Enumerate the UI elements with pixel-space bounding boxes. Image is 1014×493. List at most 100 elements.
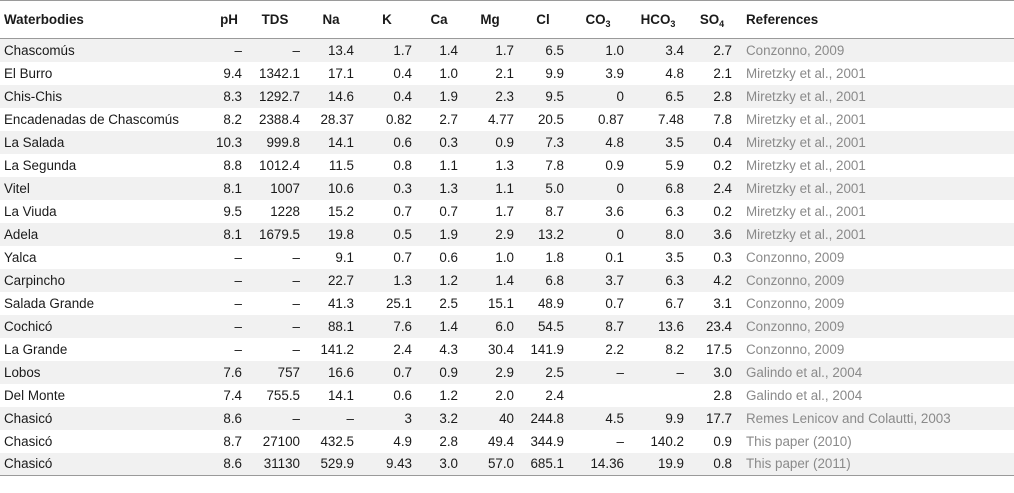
ca-cell: 2.8 xyxy=(439,433,458,449)
reference-cell: Conzonno, 2009 xyxy=(746,295,845,311)
k-cell: 9.43 xyxy=(358,452,416,476)
so4-cell: 7.8 xyxy=(713,111,732,127)
na-cell: 141.2 xyxy=(320,341,354,357)
ph-cell: 8.8 xyxy=(223,157,242,173)
ca-cell: 1.9 xyxy=(416,222,462,246)
na-cell: 88.1 xyxy=(304,314,358,338)
reference-cell: Miretzky et al., 2001 xyxy=(746,157,866,173)
reference-cell: This paper (2010) xyxy=(746,433,852,449)
tds-cell: 1292.7 xyxy=(246,84,304,108)
reference-cell: Conzonno, 2009 xyxy=(736,314,1014,338)
na-cell: 19.8 xyxy=(304,222,358,246)
hco3-cell: 7.48 xyxy=(657,111,684,127)
co3-cell: 3.7 xyxy=(568,268,628,292)
co3-cell: 8.7 xyxy=(568,314,628,338)
co3-cell: 0.87 xyxy=(597,111,624,127)
cl-cell: 8.7 xyxy=(545,203,564,219)
so4-cell: 23.4 xyxy=(688,314,736,338)
ca-cell: 2.7 xyxy=(439,111,458,127)
header-so4-sub: 4 xyxy=(719,19,725,29)
cl-cell: 6.5 xyxy=(518,38,568,62)
reference-cell: Miretzky et al., 2001 xyxy=(736,130,1014,154)
k-cell: 0.8 xyxy=(393,157,412,173)
waterbody-cell: Lobos xyxy=(0,360,212,384)
k-cell: 0.7 xyxy=(393,203,412,219)
hco3-cell: 3.4 xyxy=(628,38,688,62)
so4-cell: 2.1 xyxy=(713,65,732,81)
ph-cell: 9.5 xyxy=(223,203,242,219)
co3-cell: 0.1 xyxy=(605,249,624,265)
waterbody-cell: Chis-Chis xyxy=(0,84,212,108)
mg-cell: 49.4 xyxy=(487,433,514,449)
so4-cell: 0.8 xyxy=(688,452,736,476)
cl-cell: 344.9 xyxy=(530,433,564,449)
table-row: Del Monte 7.4 755.5 14.1 0.6 1.2 2.0 2.4 2.8 Gali… xyxy=(0,384,1014,407)
table-row: Vitel 8.1 1007 10.6 0.3 1.3 1.1 5.0 0 6.8 2.4 Miret… xyxy=(0,176,1014,200)
ph-cell: 8.6 xyxy=(212,406,246,430)
na-cell: 15.2 xyxy=(327,203,354,219)
ca-cell: 2.5 xyxy=(439,295,458,311)
co3-cell: 4.5 xyxy=(568,406,628,430)
waterbody-cell: Adela xyxy=(0,222,212,246)
waterbody-cell: Yalca xyxy=(4,249,37,265)
ph-cell: 8.6 xyxy=(212,452,246,476)
hco3-cell: 8.2 xyxy=(665,341,684,357)
water-chemistry-table: Waterbodies pH TDS Na K Ca Mg Cl CO3 HCO… xyxy=(0,0,1014,476)
tds-cell: – xyxy=(292,249,300,265)
co3-cell xyxy=(568,384,628,407)
reference-cell: Conzonno, 2009 xyxy=(746,341,845,357)
waterbody-cell: Chasicó xyxy=(4,433,53,449)
co3-cell: 2.2 xyxy=(605,341,624,357)
k-cell: 0.7 xyxy=(358,360,416,384)
mg-cell: 0.9 xyxy=(462,130,518,154)
header-tds: TDS xyxy=(246,0,304,39)
ph-cell: – xyxy=(212,38,246,62)
ph-cell: 8.1 xyxy=(212,222,246,246)
co3-cell: 0.9 xyxy=(605,157,624,173)
na-cell: 41.3 xyxy=(327,295,354,311)
ph-cell: 7.6 xyxy=(212,360,246,384)
waterbody-cell: La Segunda xyxy=(4,157,77,173)
tds-cell: 2388.4 xyxy=(259,111,300,127)
ca-cell: 1.4 xyxy=(416,38,462,62)
table-row: La Grande – – 141.2 2.4 4.3 30.4 141.9 2.2 8.2 17.… xyxy=(0,338,1014,361)
na-cell: 16.6 xyxy=(304,360,358,384)
co3-cell: 0 xyxy=(568,222,628,246)
cl-cell: 7.8 xyxy=(545,157,564,173)
hco3-cell: 6.3 xyxy=(628,268,688,292)
header-mg: Mg xyxy=(462,0,518,39)
so4-cell: 0.2 xyxy=(713,203,732,219)
table-row: Lobos 7.6 757 16.6 0.7 0.9 2.9 2.5– –3.0 Galindo … xyxy=(0,360,1014,384)
ca-cell: 1.9 xyxy=(416,84,462,108)
cl-cell: 2.4 xyxy=(545,387,564,403)
tds-cell: – xyxy=(246,38,304,62)
mg-cell: 30.4 xyxy=(487,341,514,357)
ca-cell: 0.3 xyxy=(416,130,462,154)
co3-cell: 1.0 xyxy=(568,38,628,62)
so4-cell: 0.3 xyxy=(713,249,732,265)
hco3-cell: 140.2 xyxy=(650,433,684,449)
ph-cell: – xyxy=(234,249,242,265)
mg-cell: 4.77 xyxy=(487,111,514,127)
reference-cell: Conzonno, 2009 xyxy=(746,249,845,265)
hco3-cell: 3.5 xyxy=(665,249,684,265)
waterbody-cell: Chasicó xyxy=(0,452,212,476)
waterbody-cell: Vitel xyxy=(0,176,212,200)
k-cell: 0.7 xyxy=(393,249,412,265)
co3-cell: 3.9 xyxy=(605,65,624,81)
table-row: Cochicó – –88.1 7.6 1.4 6.0 54.5 8.7 13.6 23.4 Con… xyxy=(0,314,1014,338)
mg-cell: 2.3 xyxy=(462,84,518,108)
tds-cell: 1228 xyxy=(270,203,300,219)
k-cell: 0.4 xyxy=(358,84,416,108)
cl-cell: 1.8 xyxy=(545,249,564,265)
waterbody-cell: La Viuda xyxy=(4,203,57,219)
cl-cell: 685.1 xyxy=(518,452,568,476)
tds-cell: – xyxy=(246,406,304,430)
cl-cell: 5.0 xyxy=(518,176,568,200)
cl-cell: 2.5 xyxy=(518,360,568,384)
hco3-cell xyxy=(628,384,688,407)
table-row: El Burro 9.4 1342.1 17.1 0.4 1.0 2.1 9.9 3.9 4.8 2… xyxy=(0,62,1014,85)
na-cell: – xyxy=(304,406,358,430)
tds-cell: – xyxy=(246,314,304,338)
na-cell: 17.1 xyxy=(327,65,354,81)
